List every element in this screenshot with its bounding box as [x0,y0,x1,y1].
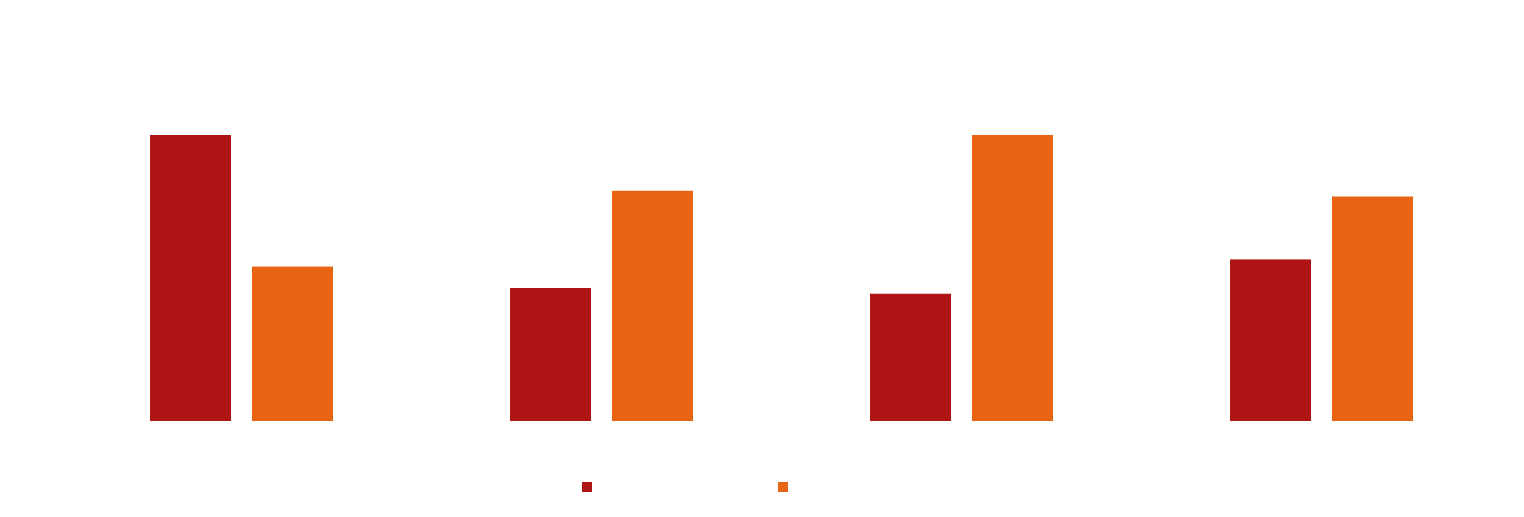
bar-group-4 [1230,196,1413,421]
bar-series-1-category-4 [1230,259,1311,421]
legend [582,482,788,492]
legend-swatch-1 [582,482,592,492]
bar-series-2-category-3 [972,135,1053,421]
legend-item-1 [582,482,592,492]
bar-series-1-category-3 [870,293,951,421]
bar-series-2-category-4 [1332,196,1413,421]
bar-series-1-category-2 [510,288,591,421]
bar-group-2 [510,190,693,421]
bar-series-1-category-1 [150,135,231,421]
bar-group-1 [150,135,333,421]
legend-swatch-2 [778,482,788,492]
bars [150,135,1413,421]
bar-group-3 [870,135,1053,421]
legend-item-2 [778,482,788,492]
bar-series-2-category-1 [252,266,333,421]
bar-series-2-category-2 [612,190,693,421]
